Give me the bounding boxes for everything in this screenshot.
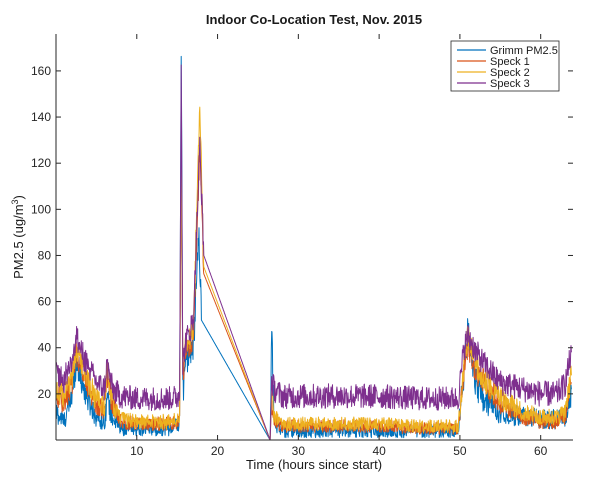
y-tick-label: 100	[31, 202, 51, 216]
series-layer	[55, 55, 572, 440]
y-axis-label-close: )	[11, 195, 26, 199]
legend-label-4: Speck 3	[490, 78, 530, 90]
y-tick-label: 120	[31, 156, 51, 170]
y-tick-label: 40	[38, 341, 52, 355]
y-tick-label: 80	[38, 248, 52, 262]
legend-label-2: Speck 1	[490, 56, 530, 68]
y-tick-label: 140	[31, 110, 51, 124]
legend-label-3: Speck 2	[490, 67, 530, 79]
y-axis-label-main: PM2.5 (ug/m	[11, 204, 26, 278]
legend-label-1: Grimm PM2.5	[490, 45, 558, 57]
y-axis-label: PM2.5 (ug/m3)	[10, 195, 26, 279]
y-tick-label: 160	[31, 64, 51, 78]
x-axis-label: Time (hours since start)	[246, 457, 382, 472]
x-tick-label: 40	[372, 444, 386, 458]
chart-title: Indoor Co-Location Test, Nov. 2015	[206, 12, 422, 27]
x-tick-label: 60	[534, 444, 548, 458]
x-tick-label: 50	[453, 444, 467, 458]
y-tick-label: 60	[38, 295, 52, 309]
y-ticks: 20 40 60 80 100 120 140 160	[31, 64, 573, 401]
x-tick-label: 10	[130, 444, 144, 458]
y-axis-label-superscript: 3	[10, 199, 20, 204]
y-tick-label: 20	[38, 387, 52, 401]
x-tick-label: 30	[292, 444, 306, 458]
x-ticks: 10 20 30 40 50 60	[130, 34, 548, 458]
series-line-4	[55, 64, 572, 440]
x-tick-label: 20	[211, 444, 225, 458]
